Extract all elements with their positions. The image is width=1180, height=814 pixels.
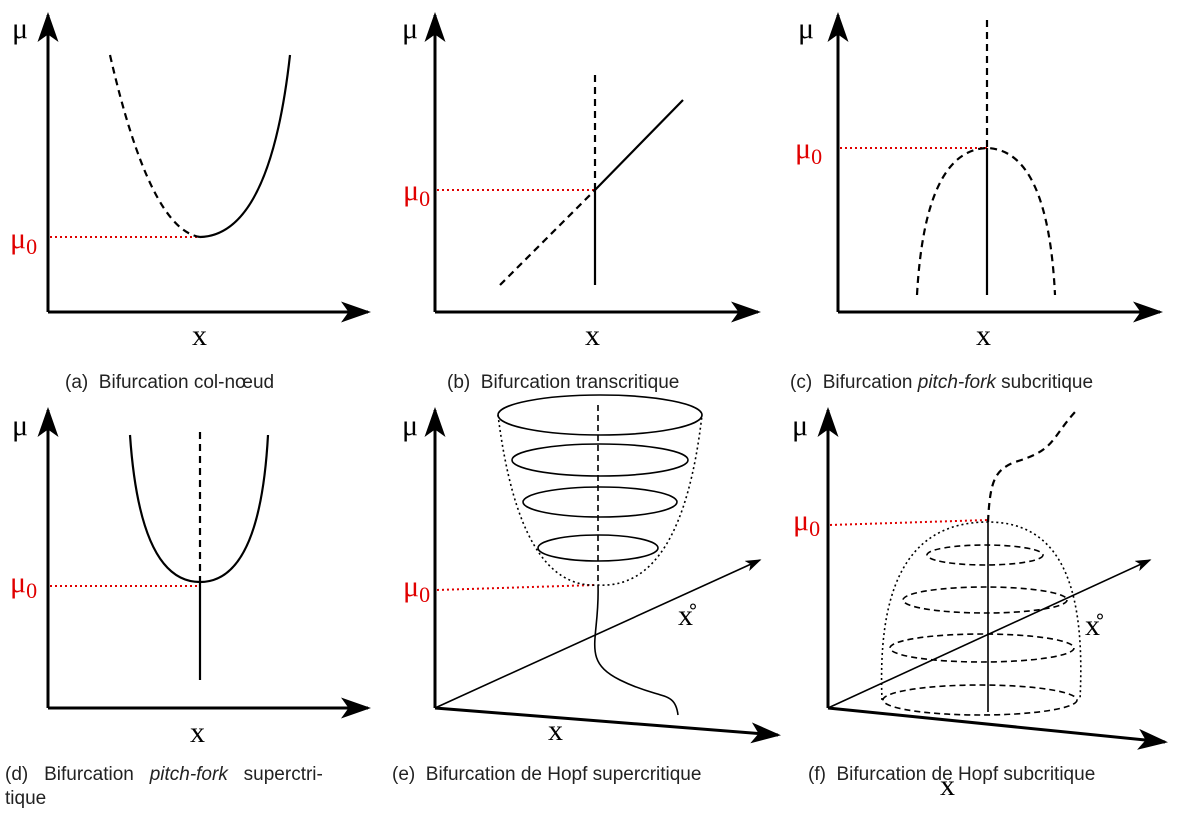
x-label: x [190,716,205,749]
unstable-cycle [889,633,1075,663]
stable-branches [128,434,270,584]
limit-cycle [497,394,703,436]
caption: (f) Bifurcation de Hopf subcritique [808,764,1095,785]
panel-a: μ μ0 x (a) Bifurcation col-nœud [10,12,371,393]
depth-label: x̊ [678,599,696,632]
stable-branch [593,584,679,716]
panel-d: μ μ0 x (d) Bifurcation pitch-fork superc… [5,407,371,809]
unstable-branch [108,54,201,239]
panel-e: μ μ0 x x̊ (e) Bifurcation de Hopf superc… [392,394,781,785]
caption: (c) Bifurcation pitch-fork subcritique [790,372,1093,393]
unstable-cycle [882,684,1078,716]
dome-outline [880,521,1082,701]
x-axis [434,706,781,744]
panel-c: μ μ0 x (c) Bifurcation pitch-fork subcri… [790,12,1163,393]
depth-axis [434,559,762,709]
y-label: μ [402,409,418,442]
stable-branch [594,99,684,191]
unstable-branches [915,146,1057,296]
mu0-label: μ0 [403,174,430,211]
panel-b: μ μ0 x (b) Bifurcation transcritique [402,12,761,393]
unstable-cycle [902,586,1068,614]
unstable-branch [499,189,596,286]
mu0-label: μ0 [10,566,37,603]
panel-f: μ μ0 x x̊ (f) Bifurcation de Hopf subcri… [792,407,1168,802]
y-label: μ [792,409,808,442]
mu0-label: μ0 [795,132,822,169]
caption-continued: tique [5,788,46,809]
y-label: μ [402,12,418,45]
unstable-branch [986,411,1076,523]
limit-cycle [511,443,689,477]
caption: (d) Bifurcation pitch-fork superctri- [5,764,323,785]
mu0-line [829,519,989,526]
mu0-label: μ0 [403,570,430,607]
caption: (b) Bifurcation transcritique [447,372,679,393]
mu0-line [436,584,596,591]
x-label: x [192,319,207,352]
mu0-label: μ0 [10,222,37,259]
x-label: x [976,319,991,352]
x-axis [827,706,1168,750]
caption: (a) Bifurcation col-nœud [65,372,274,393]
unstable-cycle [926,544,1044,566]
x-label: x [548,714,563,747]
stable-branch [199,54,292,239]
limit-cycle [522,486,678,518]
caption: (e) Bifurcation de Hopf supercritique [392,764,701,785]
y-label: μ [12,409,28,442]
x-label: x [940,769,955,802]
x-label: x [585,319,600,352]
mu0-label: μ0 [793,504,820,541]
paraboloid-outline [497,414,703,586]
y-label: μ [798,12,814,45]
depth-label: x̊ [1085,609,1103,642]
y-label: μ [12,12,28,45]
